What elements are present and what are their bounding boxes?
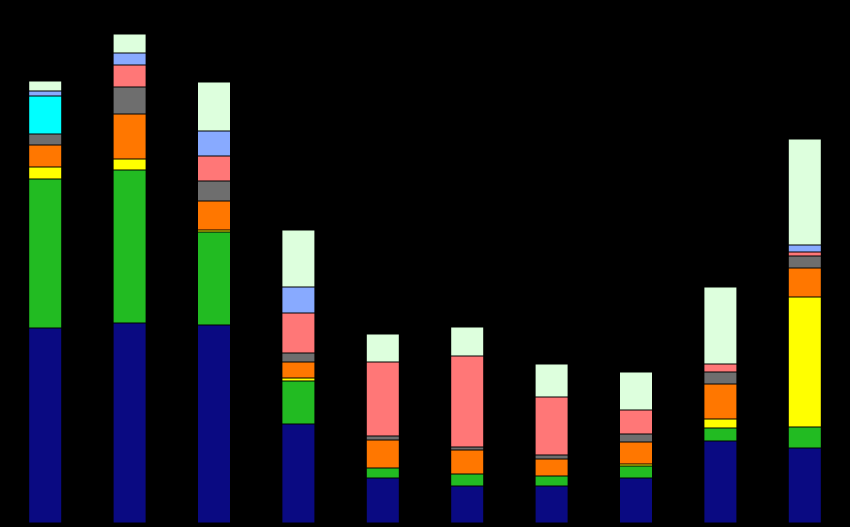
bar-segment [197, 324, 231, 524]
bar-segment [619, 465, 653, 479]
bar-segment [365, 477, 400, 524]
bar-segment [534, 454, 569, 460]
bar-segment [112, 64, 147, 88]
bar-segment [703, 418, 738, 429]
bar-segment [365, 439, 400, 469]
bar-segment [28, 90, 63, 97]
bar-segment [28, 80, 63, 92]
bar-segment [28, 95, 63, 135]
bar-segment [534, 458, 569, 477]
bar-segment [281, 286, 316, 314]
bar-segment [534, 363, 569, 398]
bar-segment [703, 427, 738, 442]
bar-segment [197, 180, 231, 202]
bar-segment [28, 178, 63, 329]
bar-segment [365, 361, 400, 437]
bar-segment [112, 33, 147, 54]
bar-segment [365, 467, 400, 479]
bar-segment [281, 380, 316, 425]
bar-segment [28, 327, 63, 524]
bar-segment [787, 426, 822, 449]
bar-segment [112, 113, 147, 160]
bar-segment [450, 449, 485, 475]
bar-segment [534, 475, 569, 487]
bar-segment [28, 166, 63, 180]
bar-segment [703, 363, 738, 373]
bar-segment [619, 477, 653, 524]
bar-segment [281, 229, 316, 288]
bar-segment [28, 144, 63, 168]
bar-segment [450, 473, 485, 487]
bar-segment [197, 81, 231, 132]
bar-segment [703, 371, 738, 385]
bar-segment [281, 361, 316, 379]
bar-segment [112, 169, 147, 324]
bar-segment [365, 435, 400, 441]
bar-segment [534, 485, 569, 524]
bar-segment [365, 333, 400, 363]
bar-segment [787, 244, 822, 253]
bar-segment [703, 286, 738, 365]
bar-segment [619, 433, 653, 443]
bar-segment [112, 322, 147, 524]
bar-segment [787, 251, 822, 257]
bar-segment [197, 231, 231, 326]
bar-segment [281, 352, 316, 363]
bar-segment [197, 130, 231, 157]
bar-segment [703, 440, 738, 524]
bar-segment [281, 423, 316, 524]
bar-segment [787, 267, 822, 298]
bar-segment [28, 133, 63, 146]
bar-segment [450, 485, 485, 524]
bar-segment [112, 52, 147, 66]
bar-segment [450, 355, 485, 448]
bar-segment [619, 409, 653, 435]
bar-segment [787, 255, 822, 269]
bar-segment [112, 86, 147, 115]
bar-segment [450, 326, 485, 357]
bar-segment [197, 200, 231, 231]
bar-segment [787, 447, 822, 524]
bar-segment [112, 158, 147, 171]
bar-segment [619, 371, 653, 411]
bar-segment [534, 396, 569, 456]
bar-segment [703, 383, 738, 420]
bar-segment [281, 312, 316, 354]
bar-segment [787, 138, 822, 246]
bar-segment [197, 155, 231, 182]
bar-segment [619, 441, 653, 465]
bar-segment [787, 296, 822, 428]
